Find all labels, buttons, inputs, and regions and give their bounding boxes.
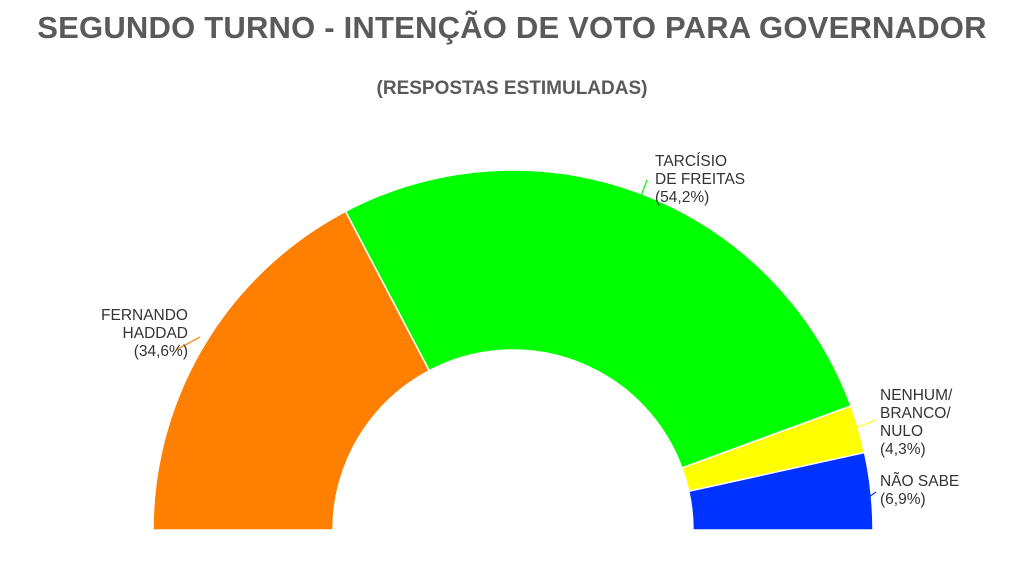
leader-line-3	[865, 491, 877, 500]
slice-label-2: NENHUM/BRANCO/NULO (4,3%)	[880, 387, 953, 458]
slice-label-line: TARCÍSIO	[655, 153, 727, 170]
slice-label-line: (6,9%)	[880, 491, 926, 508]
slice-0[interactable]	[152, 210, 431, 531]
slice-label-line: NENHUM/	[880, 387, 953, 404]
slice-label-line: DE FREITAS	[655, 171, 745, 188]
slice-label-line: (4,3%)	[880, 441, 926, 458]
chart-title: SEGUNDO TURNO - INTENÇÃO DE VOTO PARA GO…	[37, 10, 987, 45]
slice-label-line: (34,6%)	[134, 343, 188, 360]
slice-label-line: BRANCO/	[880, 405, 951, 422]
slice-label-line: NULO	[880, 423, 923, 440]
slice-label-line: HADDAD	[123, 325, 188, 342]
leader-line-1	[640, 179, 648, 197]
leader-line-2	[854, 419, 877, 429]
slice-label-line: (54,2%)	[655, 189, 709, 206]
slice-label-1: TARCÍSIO DE FREITAS (54,2%)	[655, 153, 745, 206]
leader-line-0	[175, 336, 201, 351]
slice-label-0: FERNANDO HADDAD (34,6%)	[101, 307, 188, 360]
slice-label-line: NÃO SABE	[880, 473, 959, 490]
slice-1[interactable]	[344, 169, 852, 469]
chart-subtitle: (RESPOSTAS ESTIMULADAS)	[376, 78, 648, 99]
slice-label-line: FERNANDO	[101, 307, 188, 324]
slice-label-3: NÃO SABE (6,9%)	[880, 473, 959, 508]
slice-3[interactable]	[687, 451, 874, 531]
